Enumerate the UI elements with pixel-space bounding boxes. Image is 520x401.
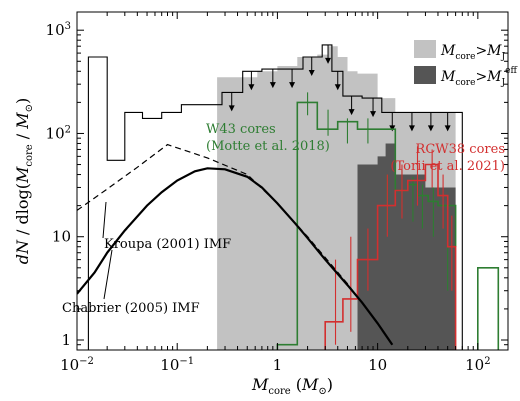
x-axis-label: Mcore (M⊙) (251, 375, 333, 397)
upper-limit-arrow (427, 112, 434, 132)
x-tick-label: 1 (273, 356, 283, 374)
plot-content (77, 44, 500, 350)
upper-limit-arrow (334, 71, 341, 91)
upper-limit-arrow (408, 112, 415, 132)
line-w43-cores-high-mass-bin (477, 267, 500, 350)
y-tick-label: 10 (52, 228, 71, 246)
annotation-kroupa: Kroupa (2001) IMF (104, 237, 231, 252)
upper-limit-arrow (228, 92, 235, 112)
area-m-core-m-j-eff (357, 143, 456, 350)
y-tick-label: 1 (61, 331, 71, 349)
upper-limit-arrow (370, 98, 377, 118)
curve-chabrier-2005-imf (77, 167, 394, 346)
y-tick-label: 103 (46, 21, 71, 39)
annotations: W43 cores (Motte et al. 2018) RCW38 cores(… (62, 122, 505, 316)
annotation-chabrier: Chabrier (2005) IMF (62, 301, 200, 316)
upper-limit-arrow (348, 96, 355, 116)
upper-limit-arrow (269, 69, 276, 89)
y-tick-label: 102 (46, 124, 71, 142)
chabrier-leader-line (103, 249, 113, 300)
legend-swatch (414, 40, 436, 58)
y-axis-label: dN / dlog(Mcore / M⊙) (13, 98, 35, 265)
upper-limit-arrow (389, 112, 396, 132)
legend-label: Mcore>MJ (440, 43, 506, 62)
x-tick-label: 10−2 (60, 356, 94, 374)
legend-label: Mcore>MJeff (440, 66, 517, 88)
upper-limit-arrow (308, 56, 315, 76)
legend-swatch (414, 66, 436, 84)
plot-frame (76, 11, 509, 351)
x-tick-label: 10−1 (160, 356, 194, 374)
legend: Mcore>MJ Mcore>MJeff (414, 40, 517, 88)
kroupa-leader-line (102, 201, 107, 239)
line-w43-cores (276, 101, 457, 350)
x-tick-label: 102 (465, 356, 490, 374)
annotation-w43: W43 cores (Motte et al. 2018) (206, 122, 330, 154)
upper-limit-arrow (289, 69, 296, 89)
legend-entry: Mcore>MJ (414, 40, 506, 62)
upper-limit-arrow (248, 71, 255, 91)
x-tick-label: 10 (368, 356, 387, 374)
upper-limit-arrow (444, 112, 451, 132)
legend-entry: Mcore>MJeff (414, 66, 517, 88)
tick-marks (76, 12, 509, 351)
upper-limit-arrow (325, 44, 332, 64)
annotation-rcw38: RCW38 cores (Torii et al. 2021) (390, 142, 505, 174)
line-total (87, 44, 463, 350)
